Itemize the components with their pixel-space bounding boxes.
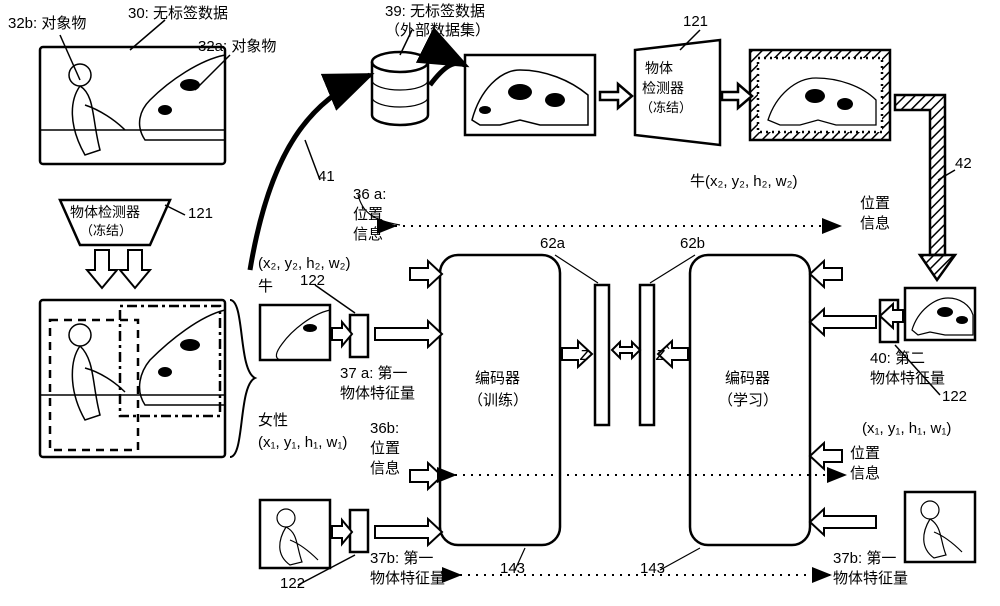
posr3-2: 信息 bbox=[850, 465, 880, 483]
obj-det-top-3: （冻结） bbox=[640, 100, 692, 116]
encoder-train-1: 编码器 bbox=[475, 370, 520, 388]
label-39: 39: 无标签数据 bbox=[385, 3, 485, 21]
label-37b-2: 物体特征量 bbox=[370, 570, 445, 588]
label-40-1: 40: 第二 bbox=[870, 350, 925, 368]
encoder-learn-1: 编码器 bbox=[725, 370, 770, 388]
label-122-a: 122 bbox=[300, 272, 325, 290]
label-30: 30: 无标签数据 bbox=[128, 5, 228, 23]
label-36b-2: 位置 bbox=[370, 440, 400, 458]
label-36b-1: 36b: bbox=[370, 420, 399, 438]
architecture-diagram: 30: 无标签数据 32b: 对象物 32a: 对象物 39: 无标签数据 （外… bbox=[0, 0, 1000, 606]
obj-det-left-2: （冻结） bbox=[80, 223, 132, 239]
encoder-learn-2: （学习） bbox=[718, 392, 778, 410]
encoder-train-2: （训练） bbox=[468, 392, 528, 410]
cow-coords-text: 牛(x₂, y₂, h₂, w₂) bbox=[690, 173, 797, 191]
label-121-left: 121 bbox=[188, 205, 213, 223]
coords-x1: (x₁, y₁, h₁, w₁) bbox=[258, 434, 347, 452]
obj-det-left-1: 物体检测器 bbox=[70, 204, 140, 221]
label-39b: （外部数据集） bbox=[385, 22, 490, 40]
label-62b: 62b bbox=[680, 235, 705, 253]
label-37b-r-2: 物体特征量 bbox=[833, 570, 908, 588]
label-143-b: 143 bbox=[640, 560, 665, 578]
cow-label: 牛 bbox=[258, 278, 273, 296]
label-122-b: 122 bbox=[280, 575, 305, 593]
z-label: z bbox=[580, 344, 589, 366]
label-37b-r-1: 37b: 第一 bbox=[833, 550, 896, 568]
posinfo-tr-2: 信息 bbox=[860, 215, 890, 233]
label-37b-1: 37b: 第一 bbox=[370, 550, 433, 568]
diagram-svg bbox=[0, 0, 1000, 606]
coords-x2: (x₂, y₂, h₂, w₂) bbox=[258, 255, 350, 273]
label-62a: 62a bbox=[540, 235, 565, 253]
posinfo-tr-1: 位置 bbox=[860, 195, 890, 213]
obj-det-top-2: 检测器 bbox=[642, 80, 684, 97]
label-40-2: 物体特征量 bbox=[870, 370, 945, 388]
label-36a-1: 36 a: bbox=[353, 186, 386, 204]
zprime-label: z` bbox=[656, 344, 671, 366]
obj-det-top-1: 物体 bbox=[645, 60, 673, 77]
label-32b: 32b: 对象物 bbox=[8, 15, 86, 33]
label-36a-2: 位置 bbox=[353, 206, 383, 224]
label-42: 42 bbox=[955, 155, 972, 173]
label-121-top: 121 bbox=[683, 13, 708, 31]
coords-x1-r: (x₁, y₁, h₁, w₁) bbox=[862, 420, 951, 438]
female-label: 女性 bbox=[258, 412, 288, 430]
label-41: 41 bbox=[318, 168, 335, 186]
label-36a-3: 信息 bbox=[353, 226, 383, 244]
label-37a-1: 37 a: 第一 bbox=[340, 365, 408, 383]
posr3-1: 位置 bbox=[850, 445, 880, 463]
label-32a: 32a: 对象物 bbox=[198, 38, 276, 56]
label-36b-3: 信息 bbox=[370, 460, 400, 478]
label-143-a: 143 bbox=[500, 560, 525, 578]
label-37a-2: 物体特征量 bbox=[340, 385, 415, 403]
label-122-c: 122 bbox=[942, 388, 967, 406]
